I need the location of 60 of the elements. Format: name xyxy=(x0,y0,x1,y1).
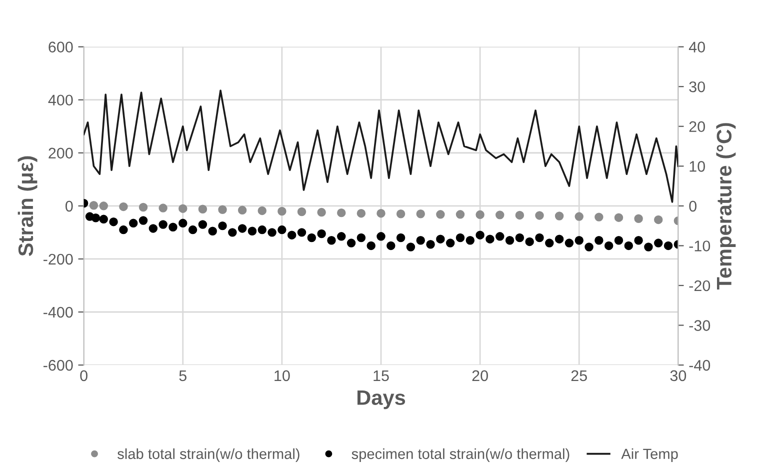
point xyxy=(89,201,98,210)
point xyxy=(99,202,108,210)
point xyxy=(119,202,128,212)
point xyxy=(396,210,406,218)
point xyxy=(614,213,624,222)
y-tick-label: 0 xyxy=(66,200,73,212)
point xyxy=(654,215,663,224)
point xyxy=(138,202,148,212)
y-tick-label: -600 xyxy=(44,360,73,371)
point xyxy=(535,211,544,220)
point xyxy=(416,210,425,218)
y2-axis-title: Temperature (°C) xyxy=(716,123,736,290)
point xyxy=(317,208,326,217)
y2-tick-label: 10 xyxy=(690,161,705,172)
point xyxy=(297,207,306,216)
point xyxy=(594,212,604,222)
x-tick-label: 20 xyxy=(472,370,488,382)
x-axis-title: Days xyxy=(357,390,406,410)
y-tick-label: 600 xyxy=(48,42,73,52)
point xyxy=(238,206,247,215)
y2-tick-label: 30 xyxy=(689,81,705,92)
legend-label: slab total strain(w/o thermal) xyxy=(118,448,300,462)
y2-tick-label: -30 xyxy=(689,320,710,331)
x-tick-label: 15 xyxy=(374,370,389,382)
point xyxy=(178,204,188,213)
point xyxy=(198,204,208,214)
point xyxy=(476,210,484,220)
x-tick-label: 30 xyxy=(670,370,686,382)
y2-tick-label: 0 xyxy=(689,200,696,212)
x-tick-label: 0 xyxy=(80,370,88,382)
y2-tick-label: 40 xyxy=(688,42,705,52)
y-tick-label: 200 xyxy=(48,148,73,159)
y-axis-title: Strain (με) xyxy=(18,156,38,256)
point xyxy=(158,204,168,212)
point xyxy=(496,210,504,220)
point xyxy=(356,208,366,218)
y-tick-label: -400 xyxy=(44,306,73,318)
y2-tick-label: -40 xyxy=(689,360,710,371)
point xyxy=(258,206,266,216)
y2-tick-label: -20 xyxy=(689,280,710,292)
point xyxy=(337,208,346,218)
line-series xyxy=(84,90,678,203)
point xyxy=(554,212,564,220)
point xyxy=(278,206,286,216)
x-tick-label: 10 xyxy=(274,370,290,382)
point xyxy=(634,214,643,224)
point xyxy=(436,210,445,219)
y-tick-label: 400 xyxy=(48,94,73,106)
y2-tick-label: 20 xyxy=(689,121,705,132)
y2-tick-label: -10 xyxy=(689,240,710,252)
x-tick-label: 25 xyxy=(571,370,587,382)
x-tick-label: 5 xyxy=(179,370,186,382)
legend-label: specimen total strain(w/o thermal) xyxy=(352,448,570,462)
point xyxy=(218,205,227,214)
y-tick-label: -200 xyxy=(44,254,73,265)
point xyxy=(574,212,584,221)
point xyxy=(515,210,524,220)
legend-label: Air Temp xyxy=(621,448,678,462)
point xyxy=(456,210,465,219)
point xyxy=(376,208,386,218)
